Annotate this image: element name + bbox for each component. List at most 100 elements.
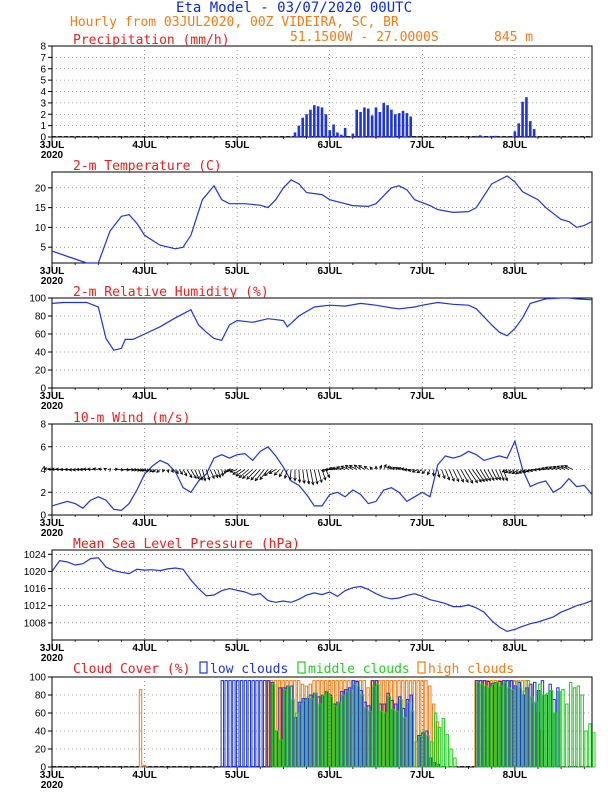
mid-cloud-bar [576, 685, 581, 768]
wind-arrowhead [504, 469, 509, 474]
wind-arrowhead [491, 477, 495, 482]
precip-bar [474, 135, 478, 137]
year-label: 2020 [41, 150, 64, 161]
wind-vector [336, 466, 346, 470]
x-tick-label: 4JUL [132, 770, 156, 781]
precip-bar [370, 115, 374, 137]
wind-arrowhead [302, 480, 306, 484]
y-tick-label: 1016 [24, 584, 47, 595]
wind-vector [479, 469, 488, 482]
wind-vector [512, 469, 519, 474]
y-tick-label: 1020 [24, 567, 47, 578]
wind-arrowhead [283, 475, 288, 480]
y-tick-label: 5 [40, 76, 46, 87]
mid-cloud-bar [430, 741, 434, 768]
high-cloud-bar [412, 680, 417, 768]
wind-arrowhead [323, 476, 327, 481]
wind-vector [487, 469, 495, 481]
precip-bar [324, 114, 328, 137]
wind-arrowhead [344, 465, 349, 469]
wind-arrowhead [79, 467, 83, 472]
low-cloud-bar [228, 680, 232, 768]
wind-vector [541, 467, 550, 470]
wind-arrowhead [548, 466, 553, 470]
wind-arrowhead [363, 465, 368, 470]
wind-arrowhead [508, 470, 512, 474]
y-tick-label: 60 [35, 330, 47, 341]
mid-cloud-bar [414, 741, 419, 768]
x-tick-label: 5JUL [225, 770, 249, 781]
legend-label: middle clouds [308, 662, 410, 677]
wind-arrowhead [215, 474, 219, 479]
y-tick-label: 1 [40, 121, 46, 132]
panel-title: Mean Sea Level Pressure (hPa) [73, 537, 300, 552]
wind-arrowhead [238, 474, 243, 479]
mid-cloud-bar [295, 712, 299, 768]
wind-arrowhead [250, 476, 255, 481]
x-tick-label: 7JUL [410, 266, 434, 277]
mid-cloud-bar [538, 683, 542, 768]
wind-vector [472, 469, 482, 483]
y-tick-label: 6 [40, 442, 46, 453]
wind-vector [427, 469, 431, 475]
wind-arrowhead [297, 479, 302, 484]
wind-vector [456, 469, 464, 483]
y-tick-label: 4 [40, 87, 46, 98]
mid-cloud-bar [337, 701, 341, 768]
precip-bar [382, 102, 386, 137]
wind-arrowhead [465, 479, 469, 484]
y-tick-label: 4 [40, 465, 46, 476]
wind-arrowhead [68, 468, 73, 472]
mid-cloud-bar [322, 694, 326, 768]
mid-cloud-bar [541, 694, 546, 768]
x-tick-label: 3JUL [40, 643, 64, 654]
mid-cloud-bar [449, 748, 453, 768]
mid-cloud-bar [387, 696, 392, 768]
wind-arrowhead [348, 465, 353, 469]
mid-cloud-bar [283, 689, 287, 768]
wind-vector [255, 469, 265, 481]
wind-arrowhead [469, 480, 474, 484]
wind-arrowhead [147, 468, 151, 473]
wind-vector [437, 469, 440, 478]
wind-vector [519, 469, 527, 474]
low-cloud-bar [220, 680, 225, 768]
wind-vector [202, 469, 206, 481]
mid-cloud-bar [279, 739, 284, 768]
wind-vector [412, 469, 419, 473]
wind-vector [508, 469, 516, 474]
mid-cloud-bar [580, 694, 584, 768]
wind-vector [448, 469, 455, 482]
wind-vector [186, 469, 193, 478]
wind-arrowhead [207, 476, 211, 481]
wind-arrowhead [494, 476, 498, 481]
wind-arrowhead [86, 467, 91, 471]
mid-cloud-bar [302, 699, 307, 768]
mid-cloud-bar [545, 692, 550, 768]
year-label: 2020 [41, 528, 64, 539]
y-tick-label: 0 [40, 384, 46, 395]
wind-arrowhead [411, 469, 416, 473]
subtitle: Hourly from 03JUL2020, 00Z VIDEIRA, SC, … [70, 15, 399, 30]
wind-arrowhead [202, 477, 207, 482]
precip-bar [328, 130, 332, 137]
y-tick-label: 100 [29, 673, 46, 684]
precip-bar [336, 132, 339, 137]
wind-arrowhead [400, 467, 405, 471]
mid-cloud-bar [291, 699, 295, 768]
mid-cloud-bar [372, 685, 376, 768]
wind-arrowhead [326, 474, 330, 479]
low-cloud-bar [236, 680, 240, 768]
x-tick-label: 7JUL [410, 391, 434, 402]
precip-bar [532, 129, 536, 137]
x-tick-label: 6JUL [317, 391, 341, 402]
wind-arrowhead [179, 471, 184, 476]
wind-arrowhead [227, 468, 232, 472]
wind-vector [505, 469, 512, 474]
wind-arrowhead [481, 478, 485, 483]
panel-rh: 0 20 40 60 80 100 3JUL 4JUL 5JUL 6JUL 7JUL 8JUL 2020… [29, 285, 593, 412]
temp-line [51, 175, 593, 264]
x-tick-label: 4JUL [132, 391, 156, 402]
wind-arrowhead [193, 475, 197, 480]
